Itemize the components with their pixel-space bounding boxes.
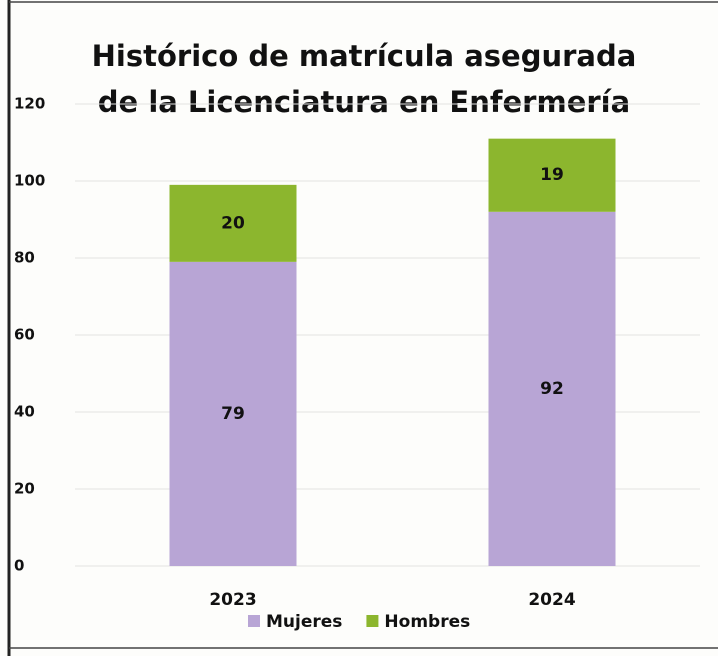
y-tick-label: 120 (14, 95, 45, 113)
data-label: 79 (221, 404, 245, 424)
bar-segment (488, 211, 616, 567)
data-label: 92 (540, 379, 564, 399)
x-tick-label: 2023 (209, 590, 256, 610)
bar-segment (169, 261, 297, 566)
x-tick-label: 2024 (528, 590, 575, 610)
chart-title: Histórico de matrícula asegurada (92, 39, 637, 73)
y-tick-label: 40 (14, 403, 35, 421)
legend-label: Mujeres (266, 612, 342, 632)
bar-segment (488, 138, 616, 212)
chart-title: de la Licenciatura en Enfermería (98, 85, 630, 119)
legend-label: Hombres (384, 612, 470, 632)
y-tick-label: 60 (14, 326, 35, 344)
y-tick-label: 100 (14, 172, 45, 190)
legend-swatch (366, 615, 379, 627)
data-label: 19 (540, 165, 564, 185)
bar-segment (169, 184, 297, 262)
y-tick-label: 20 (14, 480, 35, 498)
y-tick-label: 80 (14, 249, 35, 267)
data-label: 20 (221, 213, 245, 233)
y-tick-label: 0 (14, 557, 24, 575)
legend-swatch (248, 615, 260, 627)
